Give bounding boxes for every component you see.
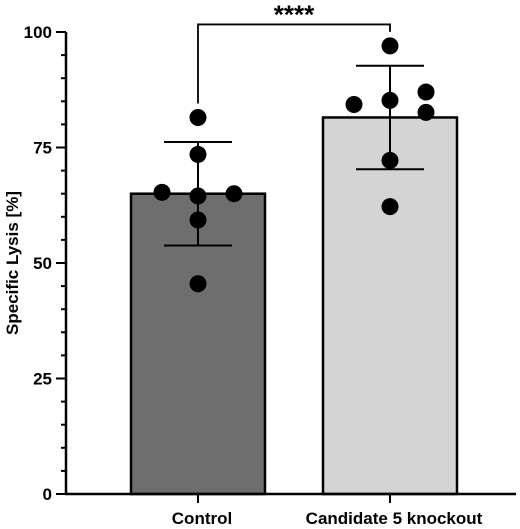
data-point-1-5 [381, 151, 399, 169]
y-tick-label-25: 25 [33, 370, 52, 389]
data-point-1-2 [381, 91, 399, 109]
data-point-1-0 [381, 37, 399, 55]
data-point-0-1 [189, 145, 207, 163]
data-point-0-4 [225, 185, 243, 203]
bar-1 [321, 116, 459, 496]
category-label-1: Candidate 5 knockout [306, 509, 483, 528]
y-tick-label-75: 75 [33, 139, 52, 158]
data-point-0-5 [189, 211, 207, 229]
y-tick-label-50: 50 [33, 254, 52, 273]
category-label-0: Control [172, 509, 232, 528]
data-point-0-2 [153, 183, 171, 201]
data-point-0-3 [189, 187, 207, 205]
data-point-1-3 [417, 83, 435, 101]
y-tick-label-0: 0 [43, 485, 52, 504]
chart-marks: 0 25 50 75 100 Control Candidate 5 knockout ***… [24, 0, 516, 528]
data-point-0-0 [189, 108, 207, 126]
data-point-1-6 [381, 198, 399, 216]
significance-bracket [197, 23, 391, 104]
y-axis-label: Specific Lysis [%] [3, 191, 22, 335]
data-point-1-1 [345, 96, 363, 114]
y-tick-label-100: 100 [24, 23, 52, 42]
data-point-1-4 [417, 103, 435, 121]
significance-label: **** [274, 0, 315, 29]
data-point-0-6 [189, 275, 207, 293]
